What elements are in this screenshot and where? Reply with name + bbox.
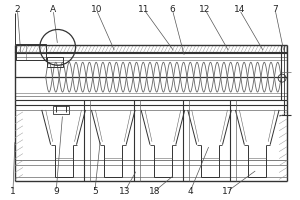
Text: 5: 5 <box>92 187 98 196</box>
Text: 17: 17 <box>222 187 233 196</box>
Text: 12: 12 <box>200 5 211 14</box>
Bar <box>53 106 69 114</box>
Text: 2: 2 <box>15 5 20 14</box>
Text: A: A <box>50 5 56 14</box>
Bar <box>47 57 63 67</box>
Bar <box>16 44 46 60</box>
Text: 13: 13 <box>119 187 130 196</box>
Text: 14: 14 <box>234 5 245 14</box>
Text: 7: 7 <box>272 5 278 14</box>
Text: 11: 11 <box>138 5 150 14</box>
Text: 6: 6 <box>169 5 175 14</box>
Text: 1: 1 <box>10 187 16 196</box>
Text: 4: 4 <box>188 187 193 196</box>
Text: 9: 9 <box>53 187 59 196</box>
Text: 10: 10 <box>91 5 102 14</box>
Text: 18: 18 <box>149 187 160 196</box>
